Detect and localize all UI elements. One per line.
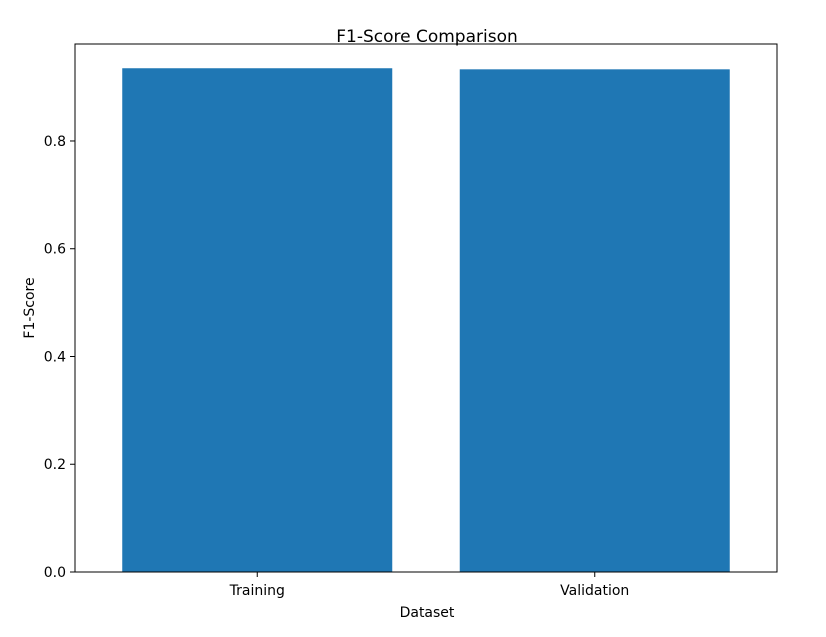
x-axis: Training Validation	[229, 572, 629, 599]
x-tick-label: Training	[229, 583, 285, 599]
plot-frame	[74, 43, 778, 573]
bar-training	[122, 68, 393, 572]
y-tick-label: 0.6	[44, 242, 66, 258]
chart-title: F1-Score Comparison	[336, 27, 518, 47]
x-axis-label: Dataset	[400, 605, 455, 621]
y-axis-label: F1-Score	[22, 277, 38, 338]
y-axis: 0.0 0.2 0.4 0.6 0.8	[44, 134, 75, 581]
y-tick-label: 0.2	[44, 457, 66, 473]
bar-validation	[459, 69, 730, 572]
y-tick-label: 0.4	[44, 349, 66, 365]
y-tick-label: 0.0	[44, 565, 66, 581]
x-tick-label: Validation	[560, 583, 629, 599]
bars-layer	[122, 68, 730, 572]
y-tick-label: 0.8	[44, 134, 66, 150]
